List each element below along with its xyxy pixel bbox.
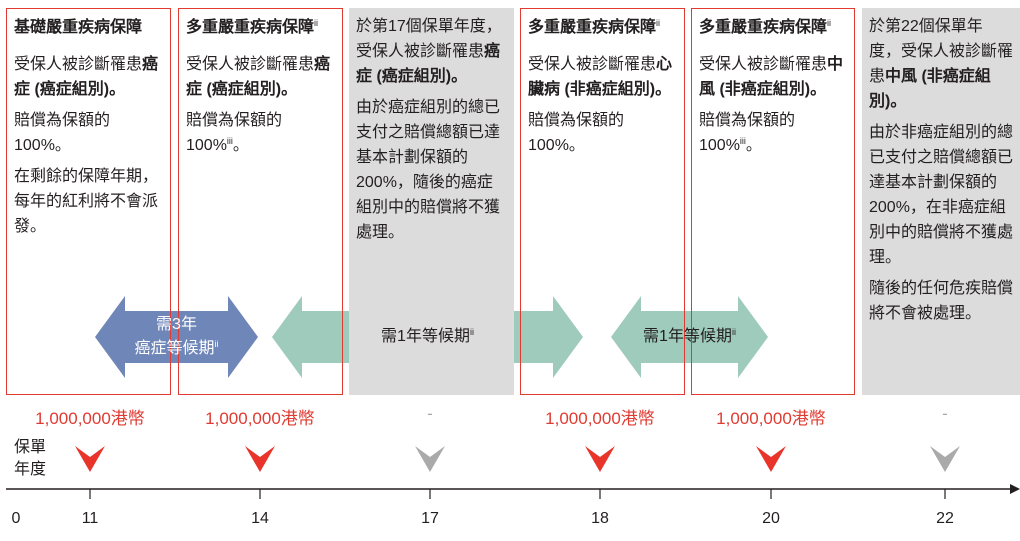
paragraph: 賠償為保額的100%。 bbox=[14, 108, 163, 158]
arrow-line: 需1年等候期ii bbox=[611, 325, 768, 349]
arrow-line: 需1年等候期ii bbox=[272, 325, 583, 349]
year-label: 14 bbox=[251, 510, 269, 527]
text: 多重嚴重疾病保障 bbox=[186, 19, 315, 36]
scenario-box: 多重嚴重疾病保障ii 受保人被診斷罹患中風 (非癌症組別)。 賠償為保額的100%i… bbox=[691, 8, 855, 395]
footnote-ref: iii bbox=[226, 136, 233, 146]
text: 由於癌症組別的總已支付之賠償總額已達基本計劃保額的200%，隨後的癌症組別中的賠… bbox=[356, 99, 501, 241]
scenario-box: 多重嚴重疾病保障ii 受保人被診斷罹患癌症 (癌症組別)。 賠償為保額的100%ii… bbox=[178, 8, 343, 395]
paragraph: 隨後的任何危疾賠償將不會被處理。 bbox=[869, 276, 1013, 326]
text: 基礎嚴重疾病保障 bbox=[14, 19, 143, 36]
text: 於第22個保單年度，受保人被診斷罹患 bbox=[869, 18, 1014, 85]
text: 多重嚴重疾病保障 bbox=[528, 19, 657, 36]
text: 癌症 (癌症組別)。 bbox=[356, 43, 501, 85]
arrow-label: 需1年等候期ii bbox=[272, 325, 583, 349]
text: 癌症 (癌症組別)。 bbox=[186, 56, 331, 98]
box-title: 多重嚴重疾病保障ii bbox=[186, 15, 335, 40]
footnote-ref: ii bbox=[827, 18, 832, 28]
arrow-label: 需1年等候期ii bbox=[611, 325, 768, 349]
box-title: 多重嚴重疾病保障ii bbox=[699, 15, 847, 40]
arrow-line: 癌症等候期ii bbox=[95, 337, 258, 361]
text: 心臟病 (非癌症組別)。 bbox=[528, 56, 673, 98]
text: 需1年等候期 bbox=[381, 328, 470, 345]
paragraph: 受保人被診斷罹患心臟病 (非癌症組別)。 bbox=[528, 52, 677, 102]
chevron bbox=[245, 446, 275, 472]
footnote-ref: ii bbox=[656, 18, 661, 28]
text: 賠償為保額的100% bbox=[186, 112, 283, 154]
paragraph: 受保人被診斷罹患癌症 (癌症組別)。 bbox=[14, 52, 163, 102]
footnote-ref: ii bbox=[214, 339, 219, 349]
text: 癌症 (癌症組別)。 bbox=[14, 56, 159, 98]
year-label: 11 bbox=[81, 510, 99, 527]
footnote-ref: ii bbox=[731, 327, 736, 337]
paragraph: 受保人被診斷罹患癌症 (癌症組別)。 bbox=[186, 52, 335, 102]
paragraph: 由於癌症組別的總已支付之賠償總額已達基本計劃保額的200%，隨後的癌症組別中的賠… bbox=[356, 95, 507, 245]
amount: - bbox=[427, 404, 433, 423]
paragraph: 賠償為保額的100%iii。 bbox=[699, 108, 847, 158]
chevron bbox=[415, 446, 445, 472]
year-label: 22 bbox=[936, 510, 954, 527]
scenario-box: 多重嚴重疾病保障ii 受保人被診斷罹患心臟病 (非癌症組別)。 賠償為保額的100%… bbox=[520, 8, 685, 395]
text: 中風 (非癌症組別)。 bbox=[699, 56, 844, 98]
text: 。 bbox=[232, 137, 249, 154]
text: 賠償為保額的100% bbox=[699, 112, 796, 154]
scenario-box: 基礎嚴重疾病保障 受保人被診斷罹患癌症 (癌症組別)。 賠償為保額的100%。 在剩餘… bbox=[6, 8, 171, 395]
paragraph: 於第22個保單年度，受保人被診斷罹患中風 (非癌症組別)。 bbox=[869, 14, 1013, 114]
amount: 1,000,000港幣 bbox=[545, 409, 655, 428]
text: 受保人被診斷罹患 bbox=[14, 56, 143, 73]
amount: 1,000,000港幣 bbox=[716, 409, 826, 428]
text: 在剩餘的保障年期，每年的紅利將不會派發。 bbox=[14, 168, 159, 235]
text: 於第17個保單年度，受保人被診斷罹患 bbox=[356, 18, 502, 60]
origin-label: 0 bbox=[11, 510, 21, 527]
box-title: 多重嚴重疾病保障ii bbox=[528, 15, 677, 40]
chevron bbox=[756, 446, 786, 472]
box-title: 基礎嚴重疾病保障 bbox=[14, 15, 163, 40]
text: 受保人被診斷罹患 bbox=[186, 56, 315, 73]
label-line: 保單 bbox=[14, 439, 47, 456]
paragraph: 受保人被診斷罹患中風 (非癌症組別)。 bbox=[699, 52, 847, 102]
text: 需3年 bbox=[156, 316, 197, 333]
chevron bbox=[930, 446, 960, 472]
timeline-label: 保單 年度 bbox=[14, 437, 46, 481]
paragraph: 賠償為保額的100%iii。 bbox=[186, 108, 335, 158]
scenario-box: 於第22個保單年度，受保人被診斷罹患中風 (非癌症組別)。 由於非癌症組別的總已支… bbox=[862, 8, 1020, 395]
paragraph: 於第17個保單年度，受保人被診斷罹患癌症 (癌症組別)。 bbox=[356, 14, 507, 89]
double-arrow bbox=[611, 296, 768, 378]
footnote-ref: ii bbox=[469, 327, 474, 337]
amount: 1,000,000港幣 bbox=[35, 409, 145, 428]
label-line: 年度 bbox=[14, 461, 47, 478]
text: 賠償為保額的100%。 bbox=[528, 112, 625, 154]
footnote-ref: ii bbox=[314, 18, 319, 28]
paragraph: 賠償為保額的100%。 bbox=[528, 108, 677, 158]
amount: - bbox=[942, 404, 948, 423]
year-label: 18 bbox=[591, 510, 609, 527]
scenario-box: 於第17個保單年度，受保人被診斷罹患癌症 (癌症組別)。由於癌症組別的總已支付之… bbox=[349, 8, 514, 395]
text: 需1年等候期 bbox=[643, 328, 732, 345]
chevron bbox=[75, 446, 105, 472]
year-label: 17 bbox=[421, 510, 439, 527]
text: 受保人被診斷罹患 bbox=[699, 56, 828, 73]
text: 。 bbox=[745, 137, 762, 154]
text: 癌症等候期 bbox=[134, 340, 215, 357]
text: 由於非癌症組別的總已支付之賠償總額已達基本計劃保額的 200%，在非癌症組別中的… bbox=[869, 124, 1014, 266]
arrow-line: 需3年 bbox=[95, 313, 258, 337]
arrow-label: 需3年癌症等候期ii bbox=[95, 313, 258, 361]
text: 中風 (非癌症組別)。 bbox=[869, 68, 991, 110]
text: 隨後的任何危疾賠償將不會被處理。 bbox=[869, 280, 1014, 322]
paragraph: 由於非癌症組別的總已支付之賠償總額已達基本計劃保額的 200%，在非癌症組別中的… bbox=[869, 120, 1013, 270]
axis-arrowhead bbox=[1010, 484, 1020, 494]
double-arrow bbox=[95, 296, 258, 378]
text: 賠償為保額的100%。 bbox=[14, 112, 111, 154]
text: 多重嚴重疾病保障 bbox=[699, 19, 828, 36]
text: 受保人被診斷罹患 bbox=[528, 56, 657, 73]
amount: 1,000,000港幣 bbox=[205, 409, 315, 428]
chevron bbox=[585, 446, 615, 472]
footnote-ref: iii bbox=[739, 136, 746, 146]
year-label: 20 bbox=[762, 510, 780, 527]
paragraph: 在剩餘的保障年期，每年的紅利將不會派發。 bbox=[14, 164, 163, 239]
